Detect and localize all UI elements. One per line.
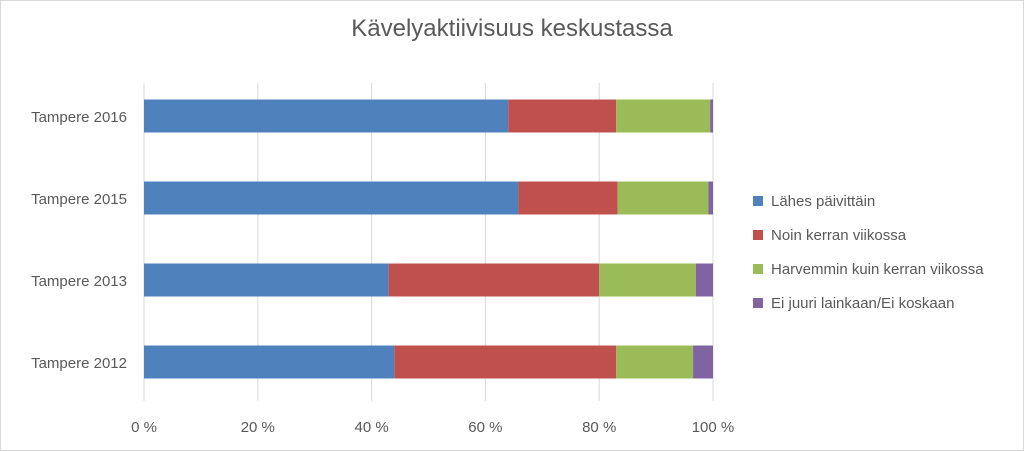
category-label: Tampere 2015 xyxy=(31,191,127,208)
bar-segment xyxy=(599,263,696,297)
x-tick-label: 60 % xyxy=(468,419,502,436)
bar-segment xyxy=(695,263,713,297)
legend-swatch xyxy=(753,230,763,240)
category-label: Tampere 2016 xyxy=(31,109,127,126)
legend-swatch xyxy=(753,298,763,308)
bar-segment xyxy=(508,99,617,133)
x-tick-label: 80 % xyxy=(582,419,616,436)
chart-title: Kävelyaktiivisuus keskustassa xyxy=(351,15,673,42)
bar-segment xyxy=(144,99,509,133)
x-tick-label: 100 % xyxy=(692,419,735,436)
bar-segment xyxy=(693,345,713,379)
bar-segment xyxy=(616,345,694,379)
legend-label: Ei juuri lainkaan/Ei koskaan xyxy=(771,295,954,312)
bar-segment xyxy=(617,181,709,215)
legend-label: Lähes päivittäin xyxy=(771,193,875,210)
bar-segment xyxy=(144,263,389,297)
legend-label: Noin kerran viikossa xyxy=(771,227,907,244)
category-label: Tampere 2013 xyxy=(31,273,127,290)
legend-swatch xyxy=(753,264,763,274)
legend-swatch xyxy=(753,196,763,206)
bar-segment xyxy=(388,263,600,297)
bar-segment xyxy=(518,181,618,215)
bar-segment xyxy=(708,181,713,215)
bar-segment xyxy=(144,181,519,215)
bar-segment xyxy=(616,99,711,133)
bar-segment xyxy=(394,345,617,379)
legend-label: Harvemmin kuin kerran viikossa xyxy=(771,261,984,278)
bar-segment xyxy=(710,99,713,133)
bar-segment xyxy=(144,345,395,379)
category-label: Tampere 2012 xyxy=(31,355,127,372)
x-tick-label: 40 % xyxy=(354,419,388,436)
x-tick-label: 0 % xyxy=(131,419,157,436)
x-tick-label: 20 % xyxy=(241,419,275,436)
